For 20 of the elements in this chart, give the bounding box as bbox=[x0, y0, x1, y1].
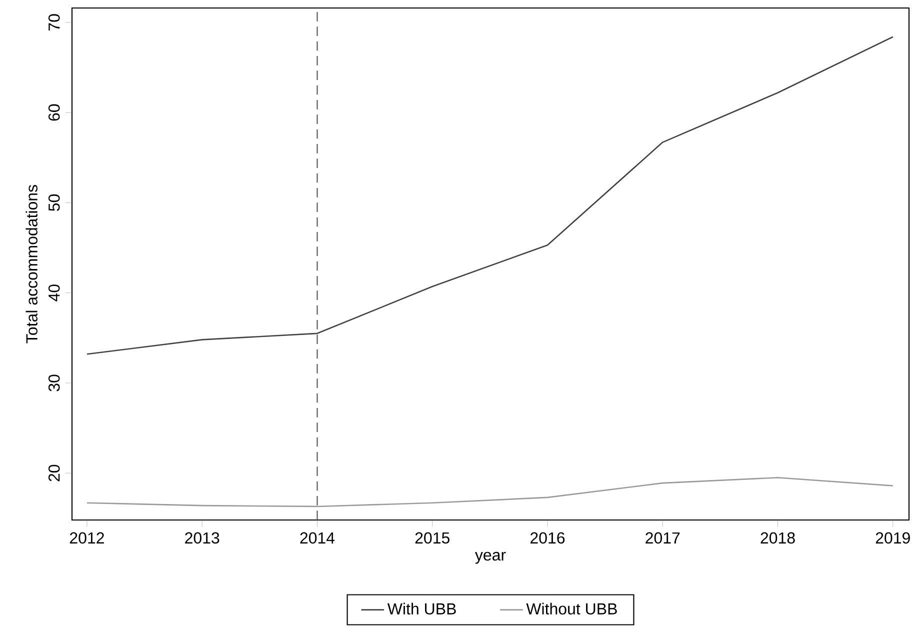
x-tick-label: 2019 bbox=[876, 532, 910, 544]
x-tick-label: 2015 bbox=[415, 532, 450, 544]
y-tick-label: 30 bbox=[48, 374, 60, 392]
x-tick-label: 2014 bbox=[300, 532, 335, 544]
x-tick-label: 2018 bbox=[760, 532, 795, 544]
y-tick-label: 40 bbox=[48, 284, 60, 302]
x-tick-label: 2016 bbox=[530, 532, 565, 544]
legend-label: Without UBB bbox=[526, 602, 617, 615]
line-series bbox=[86, 476, 894, 508]
y-tick-label: 60 bbox=[48, 104, 60, 121]
y-axis-title: Total accommodations bbox=[26, 185, 38, 344]
x-tick-label: 2012 bbox=[70, 532, 104, 544]
x-tick-label: 2013 bbox=[185, 532, 220, 544]
y-tick-label: 50 bbox=[48, 194, 60, 211]
line-series bbox=[86, 36, 894, 355]
y-tick-label: 20 bbox=[48, 464, 60, 482]
legend-label: With UBB bbox=[387, 602, 456, 615]
x-axis-title: year bbox=[474, 552, 506, 564]
x-tick-label: 2017 bbox=[646, 532, 680, 544]
y-tick-label: 70 bbox=[48, 14, 60, 31]
